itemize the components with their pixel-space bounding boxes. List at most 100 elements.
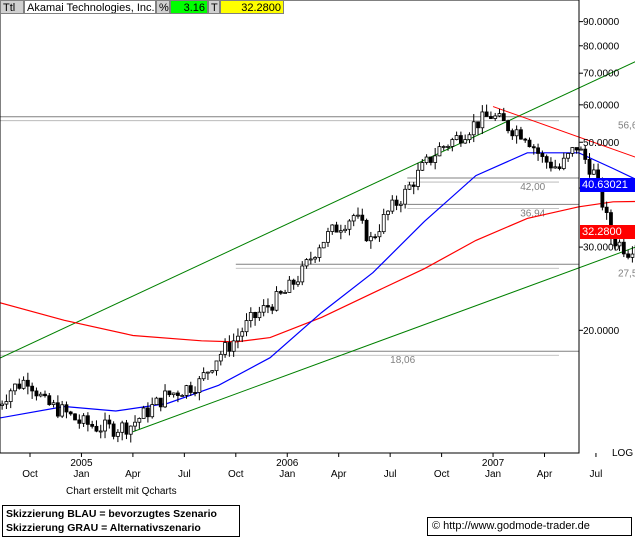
source-url[interactable]: http://www.godmode-trader.de [443,520,590,532]
candle-body [227,342,232,352]
candle-body [493,115,498,119]
y-tick-label: 30.0000 [583,243,620,254]
x-tick-year: 2006 [276,458,299,469]
candle-body [73,413,77,421]
candle-body [304,259,309,267]
y-tick-label: 80.0000 [583,41,620,52]
candle-body [433,155,438,163]
resistance-line [492,106,635,158]
x-tick-label: Apr [537,469,553,480]
candle-body [428,156,433,163]
type-letter: T [208,0,220,14]
candle-body [489,116,493,119]
candle-body [446,146,450,148]
candle-body [47,395,52,405]
candle-body [30,385,35,392]
candle-body [591,169,596,175]
x-tick-label: Apr [125,469,141,480]
candle-body [574,147,579,151]
candle-body [330,224,335,232]
source-url-box[interactable]: © http://www.godmode-trader.de [427,517,632,536]
candle-body [257,311,262,319]
candle-body [163,390,167,408]
candle-body [266,305,270,308]
candle-body [197,378,202,393]
candle-body [64,404,69,413]
candle-body [176,392,180,396]
candle-body [158,397,163,408]
candle-body [579,148,583,151]
candle-body [326,231,330,243]
candle-body [206,371,210,374]
candle-body [296,281,300,285]
level-label: 27,59 [618,268,635,279]
candle-body [506,120,510,132]
last-price-tag: 32.2800 [580,225,635,240]
candle-body [283,292,288,294]
candle-body [416,169,420,187]
candle-body [253,312,257,319]
legend-blue-scenario: Skizzierung BLAU = bevorzugtes Szenario [6,508,217,520]
x-tick-year: 2007 [482,458,505,469]
level-label: 36,94 [520,208,545,219]
ticker-code: Ttl [0,0,24,14]
candle-body [527,139,532,148]
candle-body [4,401,9,405]
candle-body [154,397,159,405]
candle-body [98,430,103,433]
x-tick-label: Oct [22,469,38,480]
candle-body [274,291,279,311]
candle-body [604,206,609,213]
channel-line [132,246,635,433]
candle-body [150,404,155,418]
chart-credit: Chart erstellt mit Qcharts [66,486,177,497]
candle-body [621,241,626,255]
candle-body [34,390,39,397]
candle-body [441,146,446,148]
channel-line [0,61,635,359]
x-tick-label: Apr [331,469,347,480]
candle-body [103,419,107,432]
candle-body [107,419,112,425]
candle-body [360,214,365,221]
sma-red-line [0,200,635,343]
candle-body [25,379,30,387]
last-price: 32.2800 [220,0,284,14]
candle-body [471,121,476,136]
x-tick-label: Jan [73,469,89,480]
level-label: 18,06 [390,355,415,366]
candle-body [566,153,570,159]
level-label: 42,00 [520,182,545,193]
candle-body [128,425,133,435]
candle-body [338,230,343,233]
candle-body [356,214,360,217]
company-name: Akamai Technologies, Inc. [24,0,156,14]
candle-body [368,236,373,242]
candle-body [411,184,416,187]
candle-body [420,162,425,171]
candle-body [13,383,17,392]
price-bars [0,104,635,443]
candle-body [236,335,240,342]
candle-body [510,130,515,137]
legend-grey-scenario: Skizzierung GRAU = Alternativszenario [6,522,201,534]
candle-body [137,418,142,423]
x-tick-label: Jul [178,469,191,480]
candle-body [454,135,459,140]
candle-body [553,166,558,169]
candle-body [523,138,528,141]
x-tick-label: Jan [279,469,295,480]
candle-body [514,129,519,137]
y-tick-label: 90.0000 [583,17,620,28]
x-tick-label: Jul [384,469,397,480]
candle-body [146,407,150,418]
plot-frame [0,0,580,454]
candle-body [167,390,172,396]
candle-body [549,161,553,169]
candle-body [218,353,223,362]
candle-body [398,203,403,206]
candle-body [111,423,116,437]
candle-body [407,184,412,190]
candle-body [386,210,390,215]
candle-body [377,231,382,238]
